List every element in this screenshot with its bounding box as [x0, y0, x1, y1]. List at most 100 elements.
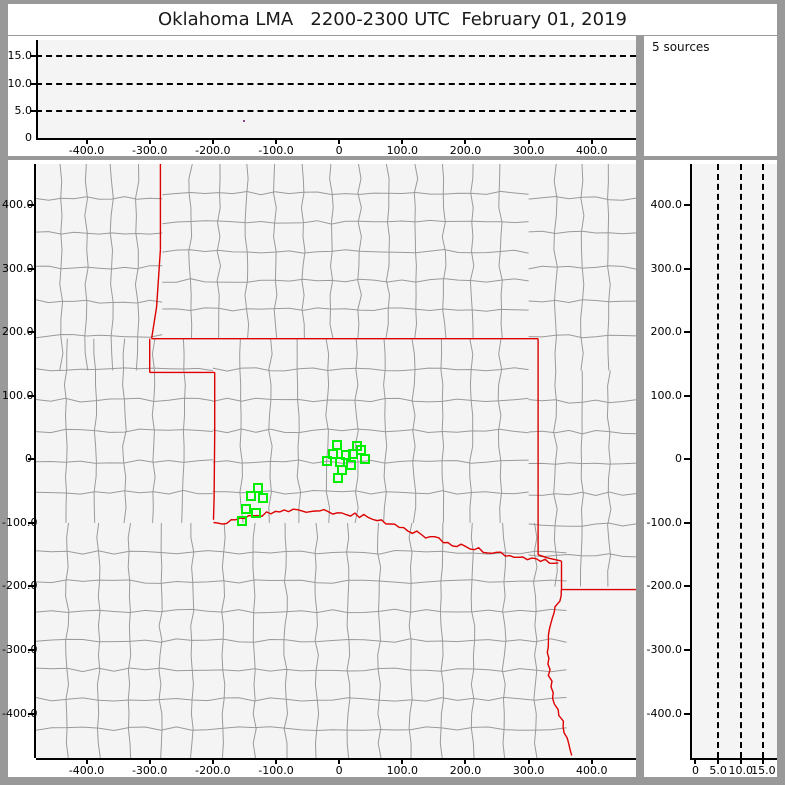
- source-count-panel: [644, 36, 777, 156]
- height-latitude-x-tick: [739, 758, 742, 764]
- height-latitude-x-tick-label: 0: [691, 764, 699, 777]
- map-x-tick: [85, 758, 88, 764]
- time-height-x-tick-label: 300.0: [512, 144, 545, 157]
- height-latitude-y-tick-label: 100.0: [650, 388, 683, 402]
- time-height-x-tick-label: -200.0: [195, 144, 231, 157]
- map-source-marker: [236, 516, 247, 527]
- height-latitude-y-tick-label: -300.0: [646, 643, 682, 656]
- time-height-x-tick-label: 0: [335, 144, 343, 157]
- height-latitude-y-tick-label: -100.0: [646, 515, 682, 529]
- map-x-axis: [36, 758, 636, 760]
- time-height-x-tick: [401, 138, 404, 144]
- map-x-tick: [148, 758, 151, 764]
- height-latitude-y-tick: [684, 712, 691, 715]
- time-height-y-tick-label: 15.0: [7, 49, 33, 63]
- time-height-x-tick: [85, 138, 88, 144]
- time-height-source-point: [242, 120, 245, 123]
- height-latitude-y-tick-label: 400.0: [650, 198, 683, 212]
- height-latitude-x-tick: [717, 758, 720, 764]
- map-x-tick: [211, 758, 214, 764]
- map-x-tick: [527, 758, 530, 764]
- map-x-tick-label: 0: [335, 764, 343, 777]
- height-latitude-y-tick-label: 200.0: [650, 325, 683, 339]
- height-latitude-y-tick-label: 0: [675, 452, 682, 466]
- map-y-tick: [28, 394, 35, 397]
- map-y-tick-label: -300.0: [2, 643, 38, 656]
- map-y-tick-label: -400.0: [2, 706, 38, 720]
- map-y-tick-label: -100.0: [2, 515, 38, 529]
- map-source-marker: [360, 453, 371, 464]
- state-borders-layer: [149, 164, 636, 756]
- map-source-marker: [328, 449, 339, 460]
- height-latitude-x-axis: [690, 758, 777, 760]
- map-x-tick: [401, 758, 404, 764]
- map-x-tick: [275, 758, 277, 764]
- height-latitude-gridline: [739, 164, 742, 758]
- map-y-tick: [28, 585, 35, 588]
- height-latitude-y-tick: [684, 394, 691, 397]
- map-y-axis: [34, 164, 36, 758]
- map-x-tick-label: 100.0: [386, 764, 419, 777]
- map-y-tick-label: 0: [25, 452, 32, 466]
- time-height-x-tick-label: 200.0: [449, 144, 482, 157]
- height-latitude-y-tick: [684, 521, 691, 524]
- height-latitude-x-tick: [694, 758, 697, 764]
- map-y-tick-label: 300.0: [2, 261, 34, 275]
- map-y-tick-label: -200.0: [2, 579, 38, 593]
- height-latitude-y-tick-label: -400.0: [646, 706, 682, 720]
- map-y-tick-label: 200.0: [2, 325, 34, 339]
- map-source-marker: [240, 503, 251, 514]
- map-source-marker: [258, 492, 269, 503]
- map-y-tick-label: 100.0: [2, 388, 34, 402]
- time-height-x-tick: [338, 138, 341, 144]
- map-y-tick: [28, 204, 35, 207]
- time-height-y-tick: [30, 55, 37, 58]
- map-x-tick: [338, 758, 341, 764]
- map-x-tick-label: -300.0: [131, 764, 168, 777]
- map-y-tick: [28, 649, 35, 651]
- time-height-y-tick-label: 5.0: [14, 103, 33, 117]
- map-y-tick: [28, 521, 35, 524]
- map-x-tick-label: -100.0: [258, 764, 294, 777]
- map-source-marker: [245, 491, 256, 502]
- time-height-x-tick: [148, 138, 151, 144]
- height-latitude-x-tick-label: 10.0: [728, 764, 754, 777]
- time-height-x-tick: [590, 138, 593, 144]
- time-height-gridline: [36, 82, 636, 85]
- map-source-marker: [345, 460, 356, 471]
- map-x-tick-label: 200.0: [449, 764, 482, 777]
- source-count-label: 5 sources: [652, 40, 710, 54]
- map-x-tick: [590, 758, 593, 764]
- county-borders-layer: [36, 164, 636, 758]
- time-height-x-tick-label: 100.0: [386, 144, 419, 157]
- map-plot-area[interactable]: [36, 164, 636, 758]
- time-height-x-tick: [211, 138, 214, 144]
- height-latitude-y-tick: [684, 331, 691, 334]
- time-height-x-tick-label: 400.0: [576, 144, 608, 157]
- height-latitude-y-tick: [684, 649, 691, 651]
- page-title: Oklahoma LMA 2200-2300 UTC February 01, …: [158, 9, 627, 30]
- time-height-x-tick-label: -300.0: [131, 144, 168, 157]
- title-bar: Oklahoma LMA 2200-2300 UTC February 01, …: [8, 4, 777, 35]
- height-latitude-y-tick: [684, 458, 691, 461]
- height-latitude-x-tick: [762, 758, 765, 764]
- map-y-tick-label: 400.0: [2, 198, 34, 212]
- map-source-marker: [253, 483, 264, 493]
- map-y-tick: [28, 267, 35, 270]
- map-source-marker: [332, 473, 343, 484]
- time-height-x-tick: [527, 138, 530, 144]
- map-y-tick: [28, 712, 35, 715]
- time-height-x-tick-label: -100.0: [258, 144, 294, 157]
- height-latitude-x-tick-label: 15.0: [751, 764, 776, 777]
- height-latitude-x-tick-label: 5.0: [709, 764, 727, 777]
- map-geography: [36, 164, 636, 758]
- map-x-tick: [464, 758, 467, 764]
- map-source-marker: [322, 456, 333, 467]
- time-height-y-tick: [30, 109, 37, 112]
- map-y-tick: [28, 458, 35, 461]
- map-y-tick: [28, 331, 35, 334]
- time-height-gridline: [36, 109, 636, 112]
- map-x-tick-label: 400.0: [576, 764, 608, 777]
- height-latitude-y-tick-label: -200.0: [646, 579, 682, 593]
